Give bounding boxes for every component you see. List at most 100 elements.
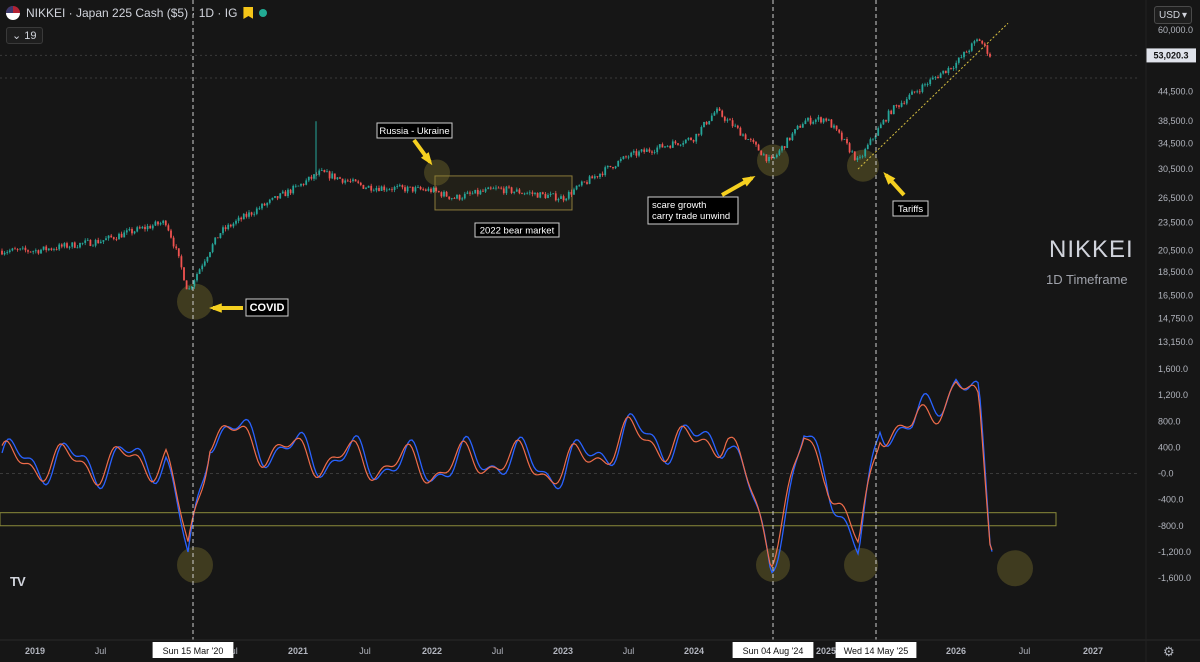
candle-body — [937, 77, 939, 78]
candle-body — [580, 181, 583, 186]
candle-body — [788, 137, 791, 140]
candle-body — [263, 203, 266, 206]
grid-lines — [0, 54, 1140, 474]
candle-body — [3, 252, 6, 255]
time-tick-label: Jul — [623, 646, 635, 656]
candle-body — [721, 110, 724, 117]
candle-body — [843, 139, 846, 140]
chevron-down-icon: ⌄ — [12, 30, 22, 42]
candle-body — [976, 39, 978, 42]
candle-body — [528, 192, 531, 194]
candle-body — [458, 194, 461, 200]
tariffs-arrow-head — [883, 172, 896, 185]
candle-body — [94, 239, 97, 246]
candle-body — [593, 176, 596, 179]
candle-body — [378, 187, 380, 191]
candle-body — [37, 250, 40, 254]
candle-body — [406, 186, 409, 192]
candle-body — [318, 170, 321, 175]
scare-label-line2: carry trade unwind — [652, 211, 730, 222]
candle-body — [536, 192, 539, 198]
candle-body — [151, 225, 154, 229]
candle-body — [539, 192, 542, 198]
candle-body — [359, 182, 362, 185]
candle-body — [274, 196, 276, 198]
date-badge: Wed 14 May '25 — [844, 646, 909, 656]
candle-body — [669, 145, 672, 148]
osc-tick-label: -1,200.0 — [1158, 547, 1191, 557]
symbol-title[interactable]: NIKKEI · Japan 225 Cash ($5) · 1D · IG — [26, 6, 238, 20]
candle-body — [617, 160, 620, 167]
oscillator-lines — [1, 378, 993, 574]
candle-body — [968, 50, 971, 53]
candle-body — [268, 199, 271, 203]
candle-body — [352, 179, 354, 182]
candle-body — [422, 189, 425, 191]
candle-body — [463, 193, 466, 199]
candle-body — [19, 248, 22, 250]
candle-body — [952, 68, 955, 69]
candle-body — [16, 249, 19, 251]
candle-body — [253, 213, 256, 215]
candle-body — [242, 213, 245, 220]
candle-body — [365, 187, 367, 189]
candle-body — [916, 91, 919, 93]
candle-body — [713, 112, 716, 116]
candle-body — [612, 167, 614, 169]
candle-body — [739, 127, 742, 136]
candle-body — [133, 231, 136, 234]
candle-body — [963, 51, 965, 58]
candle-body — [635, 151, 638, 156]
price-tick-label: 16,500.0 — [1158, 290, 1193, 300]
candle-body — [497, 187, 500, 189]
candle-body — [664, 146, 666, 148]
bookmark-icon[interactable] — [243, 7, 254, 19]
candle-body — [700, 127, 703, 135]
candle-body — [84, 240, 87, 243]
russia-label: Russia - Ukraine — [379, 126, 449, 137]
candle-body — [575, 185, 578, 190]
gear-icon[interactable]: ⚙ — [1163, 644, 1175, 659]
candle-body — [484, 189, 487, 192]
candle-body — [534, 192, 536, 194]
candle-body — [424, 189, 427, 191]
candle-body — [250, 212, 253, 215]
osc-tick-label: 1,600.0 — [1158, 364, 1188, 374]
candle-body — [965, 51, 968, 53]
candle-body — [393, 187, 396, 190]
candle-body — [255, 208, 258, 214]
osc-tick-label: -0.0 — [1158, 469, 1174, 479]
candle-body — [313, 174, 315, 179]
candle-body — [97, 239, 100, 244]
candle-body — [456, 194, 458, 199]
time-tick-label: 2023 — [553, 646, 573, 656]
time-tick-label: 2022 — [422, 646, 442, 656]
candle-body — [565, 198, 568, 201]
candle-body — [695, 133, 698, 142]
candle-body — [861, 156, 864, 158]
time-tick-label: Jul — [95, 646, 107, 656]
candle-body — [437, 191, 440, 193]
candle-body — [466, 192, 469, 194]
covid-arrow-head — [209, 303, 222, 313]
candle-body — [583, 181, 586, 183]
candle-body — [362, 184, 365, 189]
time-tick-label: 2026 — [946, 646, 966, 656]
candle-body — [846, 139, 848, 144]
candle-body — [144, 226, 146, 230]
candle-body — [747, 139, 750, 141]
candle-body — [40, 249, 42, 254]
currency-select[interactable]: USD ▾ — [1154, 6, 1192, 24]
candle-body — [630, 152, 633, 157]
candle-body — [206, 257, 209, 262]
candle-body — [432, 187, 435, 193]
indicator-toggle[interactable]: ⌄ 19 — [6, 27, 43, 44]
candle-body — [29, 251, 32, 253]
highlight-circle — [424, 159, 450, 186]
candle-body — [768, 156, 770, 162]
candle-body — [757, 144, 760, 151]
candle-body — [414, 187, 417, 192]
candle-body — [1, 250, 3, 255]
tradingview-logo-icon[interactable]: TV — [10, 574, 26, 589]
candle-body — [929, 79, 932, 85]
